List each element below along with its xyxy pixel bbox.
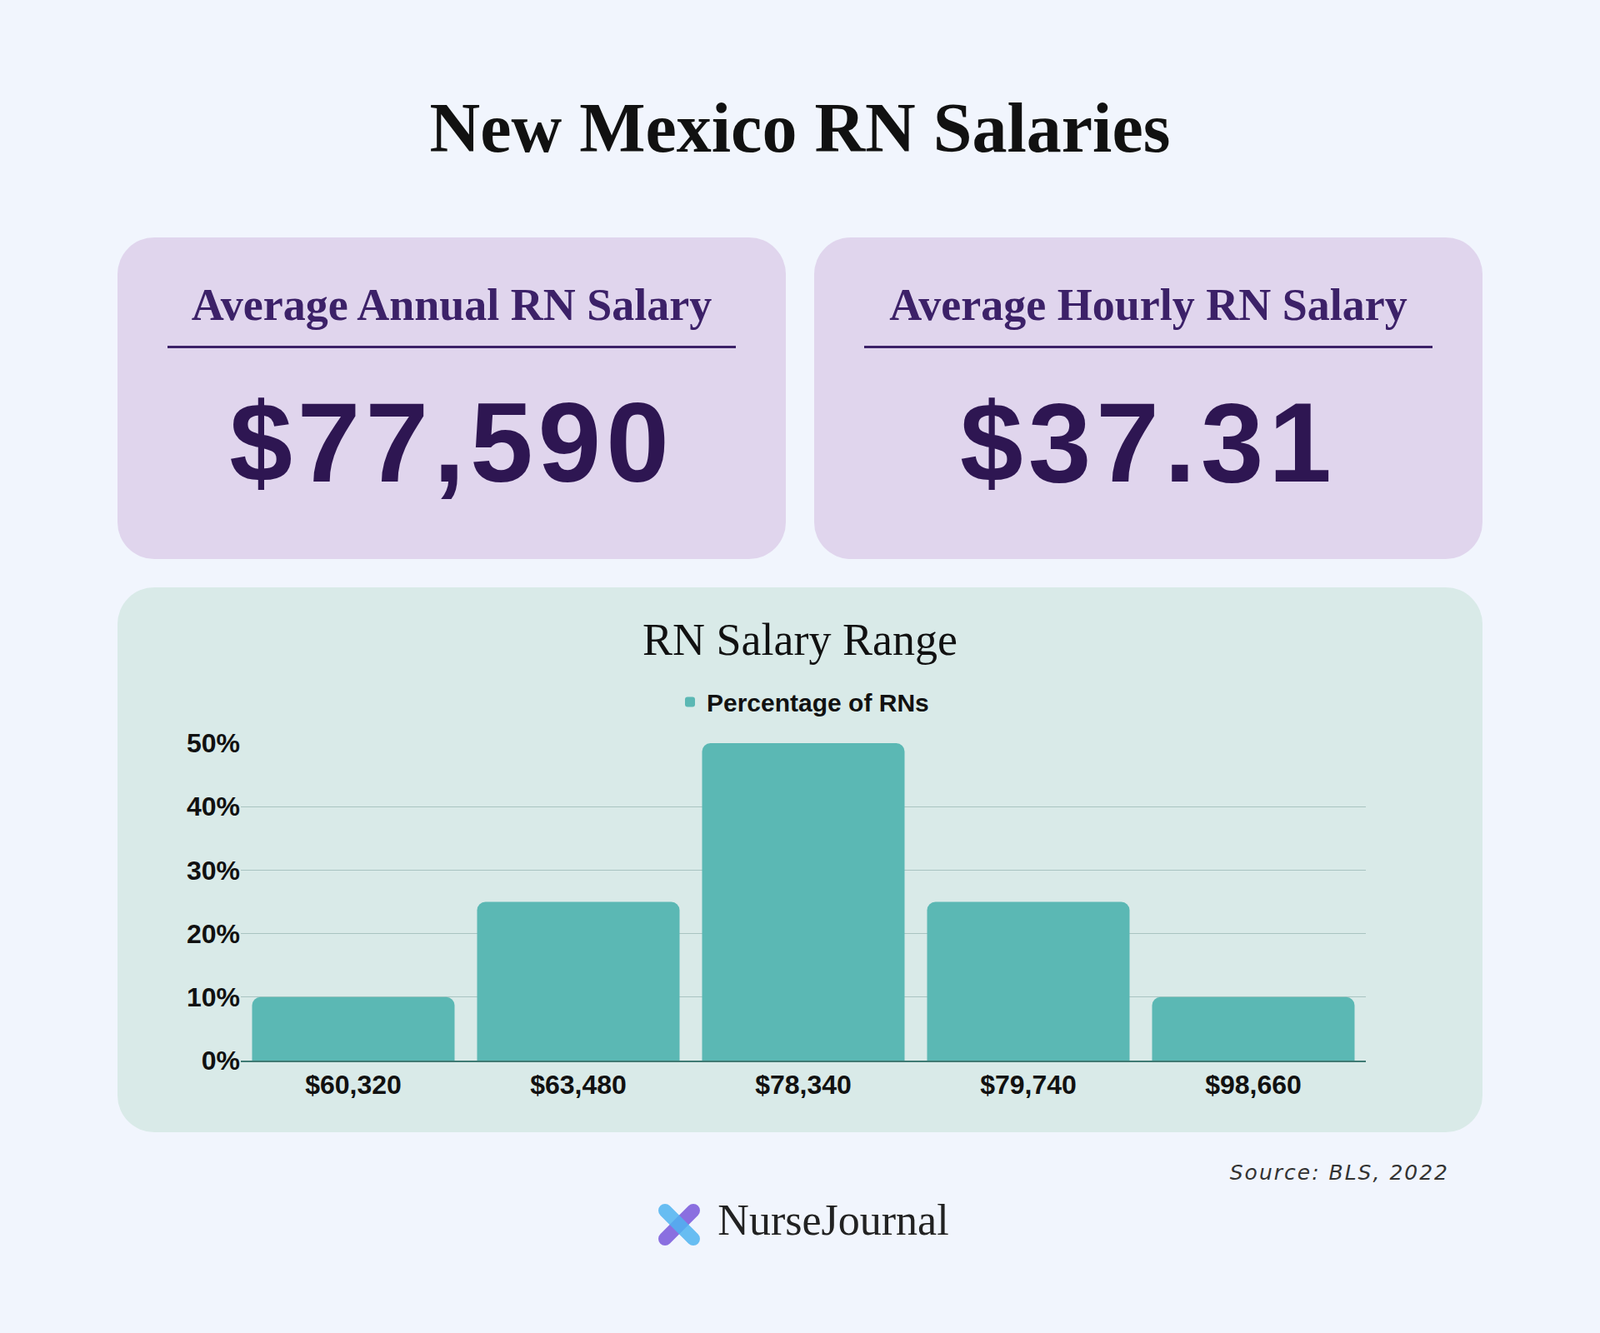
html-text:$77,590: $77,590 bbox=[229, 379, 674, 506]
svg-text:RN Salary Range: RN Salary Range bbox=[642, 615, 958, 665]
svg-text:0%: 0% bbox=[201, 1045, 240, 1076]
svg-text:40%: 40% bbox=[186, 791, 240, 822]
html-text:Average Annual RN Salary: Average Annual RN Salary bbox=[191, 280, 712, 330]
html-text:New Mexico RN Salaries: New Mexico RN Salaries bbox=[429, 89, 1171, 167]
html-text:Source: BLS, 2022: Source: BLS, 2022 bbox=[1229, 1160, 1450, 1185]
html-text:Average Hourly RN Salary: Average Hourly RN Salary bbox=[889, 280, 1408, 330]
svg-text:10%: 10% bbox=[186, 982, 240, 1013]
svg-text:50%: 50% bbox=[186, 728, 240, 759]
svg-text:$63,480: $63,480 bbox=[530, 1070, 627, 1100]
svg-text:30%: 30% bbox=[186, 855, 240, 886]
svg-text:20%: 20% bbox=[186, 919, 240, 950]
svg-text:$98,660: $98,660 bbox=[1205, 1070, 1302, 1100]
svg-text:$79,740: $79,740 bbox=[980, 1070, 1077, 1100]
svg-text:$60,320: $60,320 bbox=[305, 1070, 402, 1100]
html-text:$37.31: $37.31 bbox=[960, 379, 1337, 506]
html-text:NurseJournal: NurseJournal bbox=[717, 1196, 949, 1245]
svg-text:Percentage of RNs: Percentage of RNs bbox=[706, 689, 930, 717]
svg-text:$78,340: $78,340 bbox=[755, 1070, 852, 1100]
